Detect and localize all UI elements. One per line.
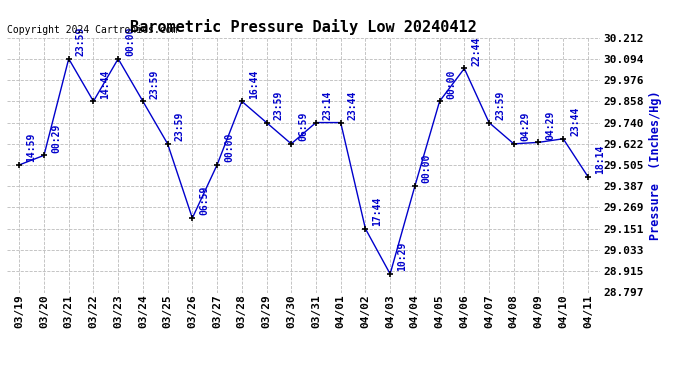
Text: 10:29: 10:29 [397,242,407,271]
Text: 22:44: 22:44 [471,36,481,66]
Text: 00:00: 00:00 [224,133,234,162]
Text: 23:14: 23:14 [323,90,333,120]
Text: 00:00: 00:00 [422,154,432,183]
Text: 14:44: 14:44 [100,69,110,99]
Y-axis label: Pressure  (Inches/Hg): Pressure (Inches/Hg) [649,90,662,240]
Text: 16:44: 16:44 [248,69,259,99]
Text: 17:44: 17:44 [373,196,382,226]
Text: 23:44: 23:44 [348,90,357,120]
Text: 00:00: 00:00 [446,69,457,99]
Text: 23:44: 23:44 [570,106,580,136]
Title: Barometric Pressure Daily Low 20240412: Barometric Pressure Daily Low 20240412 [130,19,477,35]
Text: 23:59: 23:59 [273,90,284,120]
Text: 14:59: 14:59 [26,133,36,162]
Text: 04:29: 04:29 [521,112,531,141]
Text: 06:59: 06:59 [199,186,209,215]
Text: 23:59: 23:59 [175,112,184,141]
Text: 00:00: 00:00 [125,27,135,56]
Text: 06:59: 06:59 [298,112,308,141]
Text: 23:59: 23:59 [76,27,86,56]
Text: 23:59: 23:59 [496,90,506,120]
Text: Copyright 2024 Cartronics.com: Copyright 2024 Cartronics.com [7,25,177,35]
Text: 23:59: 23:59 [150,69,160,99]
Text: 00:29: 00:29 [51,123,61,153]
Text: 04:29: 04:29 [545,110,555,140]
Text: 18:14: 18:14 [595,144,605,174]
